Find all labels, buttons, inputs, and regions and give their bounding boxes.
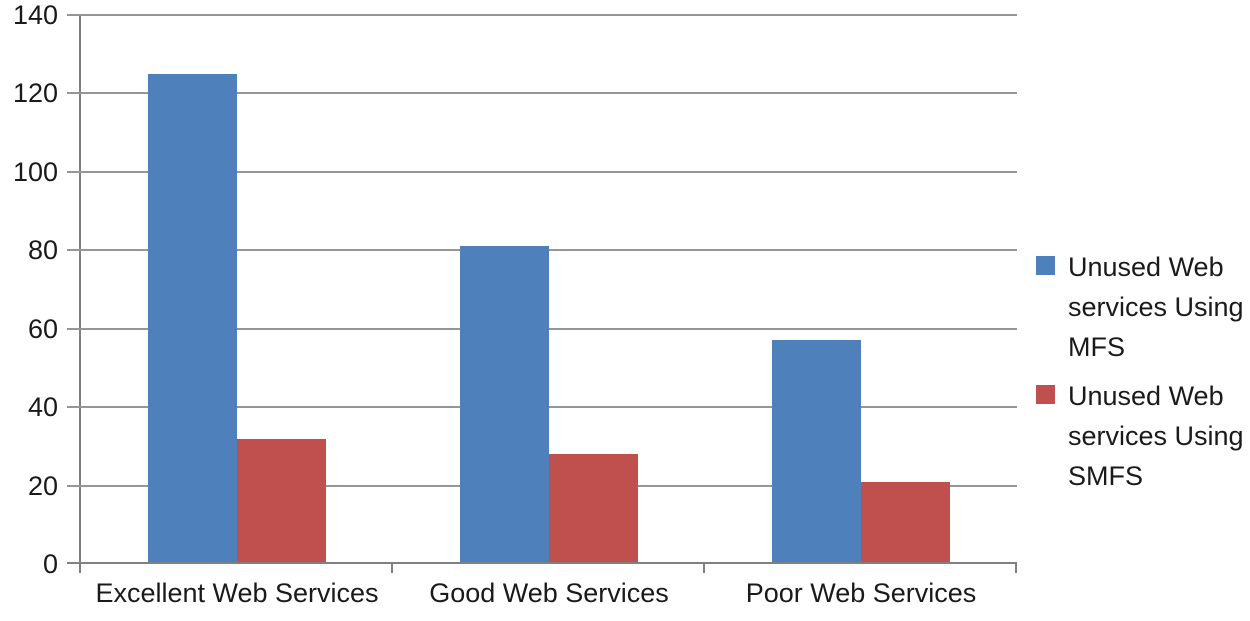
y-tick-label: 40: [27, 392, 58, 423]
y-tick-label: 80: [27, 235, 58, 266]
legend-item-smfs: Unused Web services Using SMFS: [1036, 376, 1246, 496]
legend-swatch-smfs-icon: [1036, 385, 1055, 404]
y-tick-label: 60: [27, 313, 58, 344]
x-category-label: Excellent Web Services: [95, 578, 379, 608]
plot-area: [67, 14, 1017, 573]
gridline: [67, 170, 1017, 173]
y-tick-label: 0: [42, 549, 58, 579]
bar: [148, 73, 237, 562]
gridline: [67, 14, 1017, 16]
x-category-label: Poor Web Services: [745, 578, 977, 608]
x-axis-tick: [391, 564, 393, 573]
legend-swatch-mfs-icon: [1036, 256, 1055, 275]
y-tick-label: 140: [12, 0, 58, 30]
y-axis-line: [79, 15, 81, 573]
bar: [861, 481, 950, 562]
gridline: [67, 92, 1017, 95]
x-category-label: Good Web Services: [429, 578, 669, 608]
bar: [772, 340, 861, 562]
bar: [237, 438, 326, 562]
legend-item-mfs: Unused Web services Using MFS: [1036, 247, 1246, 367]
x-axis-tick: [1015, 564, 1017, 573]
bar: [460, 246, 549, 562]
legend: Unused Web services Using MFS Unused Web…: [1036, 247, 1246, 505]
x-axis-tick: [703, 564, 705, 573]
y-tick-label: 100: [12, 156, 58, 187]
x-axis-labels: Excellent Web Services Good Web Services P…: [81, 578, 1017, 618]
x-axis-line: [67, 562, 1017, 564]
y-tick-label: 20: [27, 470, 58, 501]
legend-label-mfs: Unused Web services Using MFS: [1068, 252, 1244, 362]
legend-label-smfs: Unused Web services Using SMFS: [1068, 381, 1244, 491]
y-tick-label: 120: [12, 78, 58, 109]
bar: [549, 454, 638, 562]
